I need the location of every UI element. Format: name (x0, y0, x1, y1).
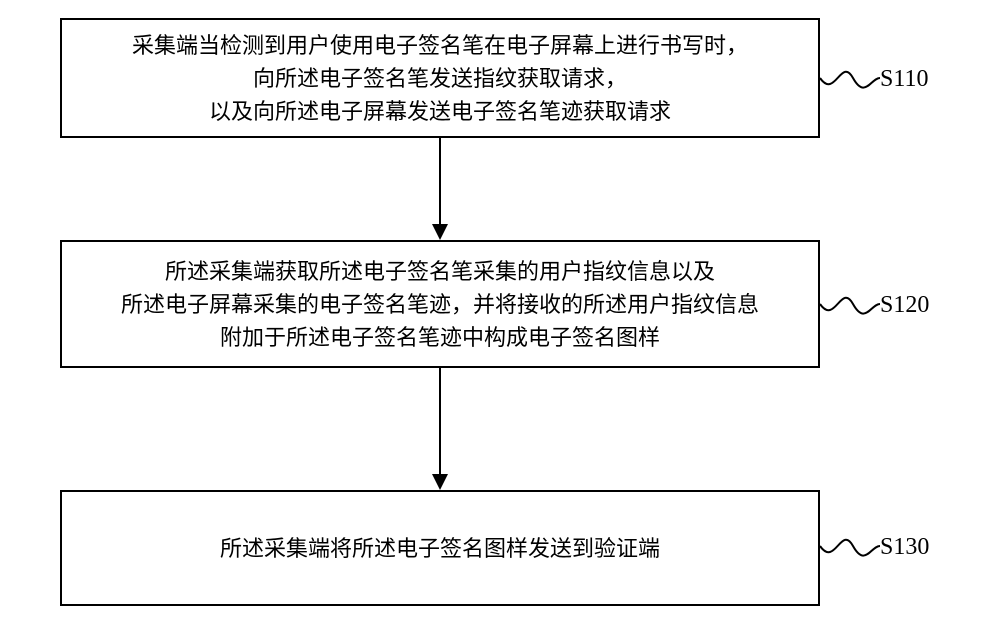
node-text: 向所述电子签名笔发送指纹获取请求， (253, 62, 627, 95)
flow-node-3: 所述采集端将所述电子签名图样发送到验证端 (60, 490, 820, 606)
flow-arrow (428, 138, 452, 240)
label-connector (820, 528, 880, 564)
node-text: 附加于所述电子签名笔迹中构成电子签名图样 (220, 321, 660, 354)
step-label-s130: S130 (880, 534, 929, 561)
label-connector (820, 286, 880, 322)
node-text: 所述电子屏幕采集的电子签名笔迹，并将接收的所述用户指纹信息 (121, 288, 759, 321)
flow-node-1: 采集端当检测到用户使用电子签名笔在电子屏幕上进行书写时， 向所述电子签名笔发送指… (60, 18, 820, 138)
flow-arrow (428, 368, 452, 490)
step-label-s110: S110 (880, 66, 928, 93)
node-text: 采集端当检测到用户使用电子签名笔在电子屏幕上进行书写时， (132, 29, 748, 62)
node-text: 所述采集端获取所述电子签名笔采集的用户指纹信息以及 (165, 255, 715, 288)
label-connector (820, 60, 880, 96)
node-text: 所述采集端将所述电子签名图样发送到验证端 (220, 532, 660, 565)
flowchart-container: 采集端当检测到用户使用电子签名笔在电子屏幕上进行书写时， 向所述电子签名笔发送指… (0, 0, 1000, 641)
flow-node-2: 所述采集端获取所述电子签名笔采集的用户指纹信息以及 所述电子屏幕采集的电子签名笔… (60, 240, 820, 368)
step-label-s120: S120 (880, 292, 929, 319)
node-text: 以及向所述电子屏幕发送电子签名笔迹获取请求 (209, 95, 671, 128)
